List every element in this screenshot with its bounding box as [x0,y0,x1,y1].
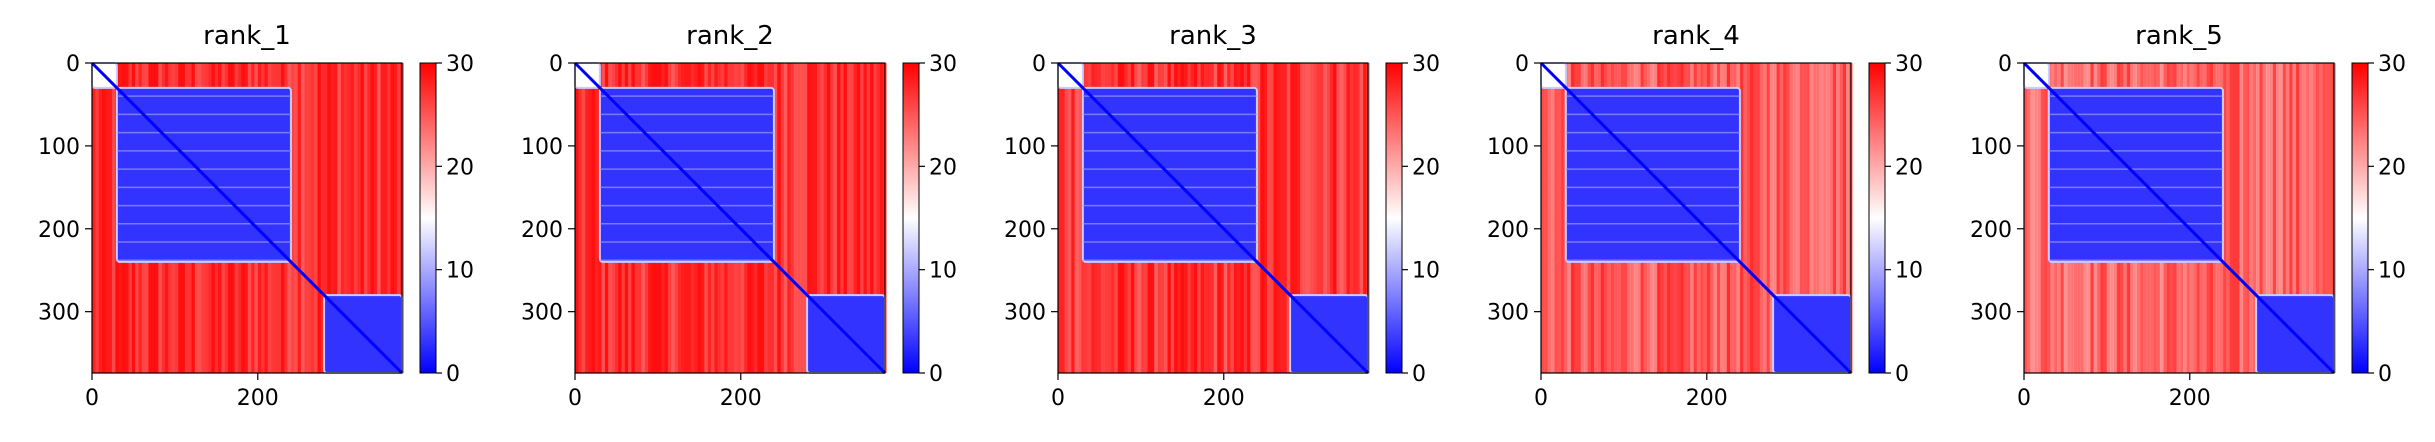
colorbar-tick-label: 10 [2378,259,2406,284]
colorbar-tick-label: 20 [1412,155,1440,180]
y-tick-label: 200 [521,218,563,243]
y-tick-label: 0 [1032,52,1046,77]
y-tick-label: 0 [549,52,563,77]
y-tick-label: 200 [1004,218,1046,243]
heatmap-panel-3: rank_3 0 200 0 100 200 300 0 10 20 30 [1004,21,1440,411]
colorbar-tick-label: 20 [446,155,474,180]
colorbar-tick-label: 30 [1412,52,1440,77]
y-tick-label: 100 [521,135,563,160]
x-tick-label: 0 [1051,386,1065,411]
y-tick-label: 300 [1004,301,1046,326]
x-tick-label: 0 [2017,386,2031,411]
panel-title: rank_1 [203,21,291,51]
y-tick-label: 300 [38,301,80,326]
axes-frame [1540,62,1852,374]
colorbar-tick-label: 30 [929,52,957,77]
colorbar-tick-label: 10 [929,259,957,284]
heatmap-diagonal [1056,61,1370,375]
x-tick-label: 200 [237,386,279,411]
colorbar [1868,62,1886,374]
block-texture [599,95,774,262]
y-tick-label: 100 [1970,135,2012,160]
axes-frame [1057,62,1369,374]
x-tick-label: 0 [85,386,99,411]
heatmap-panel-2: rank_2 0 200 0 100 200 300 0 10 20 30 [521,21,957,411]
heatmap-panel-4: rank_4 0 200 0 100 200 300 0 10 20 30 [1487,21,1923,411]
y-tick-label: 0 [1515,52,1529,77]
colorbar-tick-label: 0 [2378,362,2392,387]
colorbar-tick-label: 0 [446,362,460,387]
y-tick-label: 100 [1004,135,1046,160]
y-tick-label: 100 [38,135,80,160]
block-texture [116,95,291,262]
y-tick-label: 200 [1970,218,2012,243]
x-tick-label: 200 [1203,386,1245,411]
colorbar [902,62,920,374]
axes-frame [574,62,886,374]
y-tick-label: 0 [66,52,80,77]
colorbar [1385,62,1403,374]
panel-title: rank_5 [2135,21,2223,51]
block-texture [1082,95,1257,262]
axes-frame [91,62,403,374]
heatmap-panel-1: rank_1 0 200 0 100 200 300 0 10 20 30 [38,21,474,411]
colorbar-tick-label: 20 [1895,155,1923,180]
panel-title: rank_4 [1652,21,1740,51]
colorbar-tick-label: 30 [1895,52,1923,77]
axes-frame [2023,62,2335,374]
colorbar [419,62,437,374]
colorbar-tick-label: 30 [2378,52,2406,77]
colorbar-tick-label: 20 [929,155,957,180]
y-tick-label: 300 [521,301,563,326]
colorbar-tick-label: 0 [1895,362,1909,387]
y-tick-label: 0 [1998,52,2012,77]
x-tick-label: 200 [1686,386,1728,411]
y-tick-label: 200 [1487,218,1529,243]
colorbar [2351,62,2369,374]
heatmap-diagonal [573,61,887,375]
x-tick-label: 0 [568,386,582,411]
y-tick-label: 300 [1487,301,1529,326]
x-tick-label: 200 [720,386,762,411]
panel-title: rank_3 [1169,21,1257,51]
colorbar-tick-label: 10 [446,259,474,284]
x-tick-label: 0 [1534,386,1548,411]
heatmap-panel-5: rank_5 0 200 0 100 200 300 0 10 20 30 [1970,21,2406,411]
heatmap-diagonal [2022,61,2336,375]
block-texture [2048,95,2223,262]
colorbar-tick-label: 0 [929,362,943,387]
colorbar-tick-label: 0 [1412,362,1426,387]
y-tick-label: 100 [1487,135,1529,160]
colorbar-tick-label: 20 [2378,155,2406,180]
panel-title: rank_2 [686,21,774,51]
y-tick-label: 200 [38,218,80,243]
colorbar-tick-label: 10 [1412,259,1440,284]
colorbar-tick-label: 10 [1895,259,1923,284]
heatmap-diagonal [1539,61,1853,375]
heatmap-diagonal [90,61,404,375]
colorbar-tick-label: 30 [446,52,474,77]
y-tick-label: 300 [1970,301,2012,326]
block-texture [1565,95,1740,262]
x-tick-label: 200 [2169,386,2211,411]
